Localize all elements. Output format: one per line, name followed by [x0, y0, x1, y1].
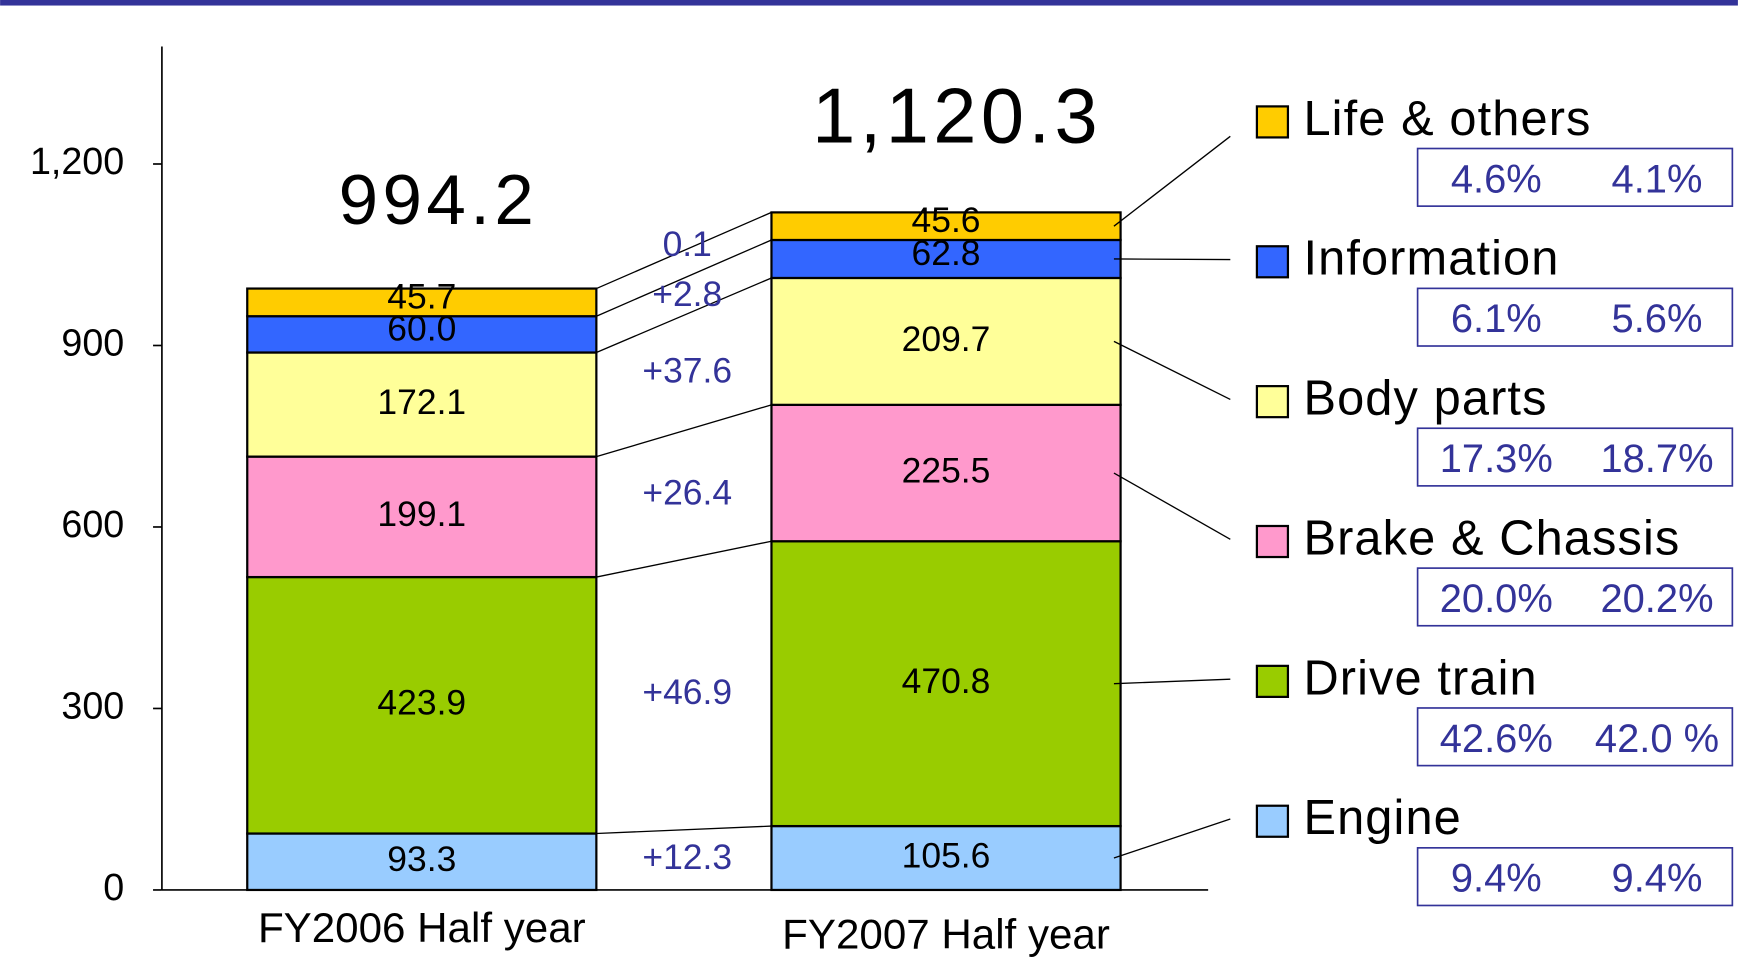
value-label: 225.5	[902, 450, 991, 490]
change-label: +12.3	[642, 837, 732, 877]
bar-segment	[770, 540, 1122, 828]
value-label: 423.9	[377, 683, 466, 723]
bar-segment	[246, 575, 598, 835]
share-box	[1416, 147, 1734, 207]
share-label: 4.6%	[1451, 157, 1542, 201]
share-label: 20.2%	[1600, 577, 1713, 621]
share-label: 5.6%	[1612, 297, 1703, 341]
share-label: 4.1%	[1612, 157, 1703, 201]
legend-swatch	[1255, 105, 1290, 139]
bar-segment	[770, 824, 1122, 892]
share-label: 9.4%	[1612, 857, 1703, 901]
share-box	[1416, 287, 1734, 347]
change-label: +37.6	[642, 350, 732, 390]
legend-label: Engine	[1303, 791, 1461, 845]
connector	[596, 540, 772, 578]
total-label: 1,120.3	[812, 73, 1102, 159]
value-label: 45.6	[912, 200, 981, 240]
bar-segment	[246, 315, 598, 354]
change-label: 0.1	[663, 224, 712, 264]
share-box	[1416, 707, 1734, 767]
legend-swatch	[1255, 245, 1290, 279]
bar-segment	[770, 211, 1122, 242]
y-tick-label: 0	[103, 866, 124, 908]
legend-swatch	[1255, 524, 1290, 559]
top-border	[0, 0, 1738, 6]
leader-line	[1113, 135, 1231, 227]
y-tick-label: 900	[61, 321, 124, 363]
y-tick-label: 300	[61, 684, 124, 726]
value-label: 209.7	[902, 319, 991, 359]
value-label: 93.3	[387, 839, 456, 879]
share-label: 9.4%	[1451, 857, 1542, 901]
x-tick-label: FY2007 Half year	[782, 911, 1110, 958]
share-label: 20.0%	[1440, 577, 1553, 621]
connector	[596, 211, 772, 290]
share-box	[1416, 847, 1734, 907]
leader-line	[1113, 678, 1231, 685]
legend-label: Brake & Chassis	[1303, 511, 1680, 565]
value-label: 45.7	[387, 276, 456, 316]
bar-segment	[246, 832, 598, 892]
legend-swatch	[1255, 385, 1290, 419]
change-label: +46.9	[642, 672, 732, 712]
x-tick-label: FY2006 Half year	[258, 904, 586, 951]
leader-line	[1113, 818, 1231, 859]
legend-swatch	[1255, 664, 1290, 699]
legend-swatch	[1255, 804, 1290, 838]
connector	[596, 404, 772, 458]
change-label: +2.8	[652, 274, 722, 314]
change-label: +26.4	[642, 472, 732, 512]
share-label: 6.1%	[1451, 297, 1542, 341]
legend-label: Life & others	[1303, 92, 1591, 146]
leader-line	[1113, 472, 1231, 540]
legend-label: Body parts	[1303, 372, 1547, 426]
bar-segment	[770, 276, 1122, 406]
connector	[596, 277, 772, 354]
bar-segment	[246, 351, 598, 458]
share-box	[1416, 567, 1734, 627]
share-label: 42.0 %	[1595, 717, 1719, 761]
share-box	[1416, 427, 1734, 487]
legend-label: Information	[1303, 232, 1559, 286]
legend-label: Drive train	[1303, 651, 1537, 705]
leader-line	[1113, 258, 1231, 261]
y-tick-label: 1,200	[30, 140, 124, 182]
bar-segment	[770, 403, 1122, 543]
bar-segment	[246, 455, 598, 579]
value-label: 199.1	[377, 494, 466, 534]
total-label: 994.2	[339, 161, 539, 240]
bar-segment	[246, 287, 598, 318]
share-label: 17.3%	[1440, 437, 1553, 481]
connector	[596, 239, 772, 317]
leader-line	[1113, 340, 1231, 401]
share-label: 42.6%	[1440, 717, 1553, 761]
connector	[596, 825, 772, 835]
value-label: 470.8	[902, 661, 991, 701]
share-label: 18.7%	[1600, 437, 1713, 481]
value-label: 172.1	[377, 382, 466, 422]
y-tick-label: 600	[61, 503, 124, 545]
value-label: 105.6	[902, 835, 991, 875]
